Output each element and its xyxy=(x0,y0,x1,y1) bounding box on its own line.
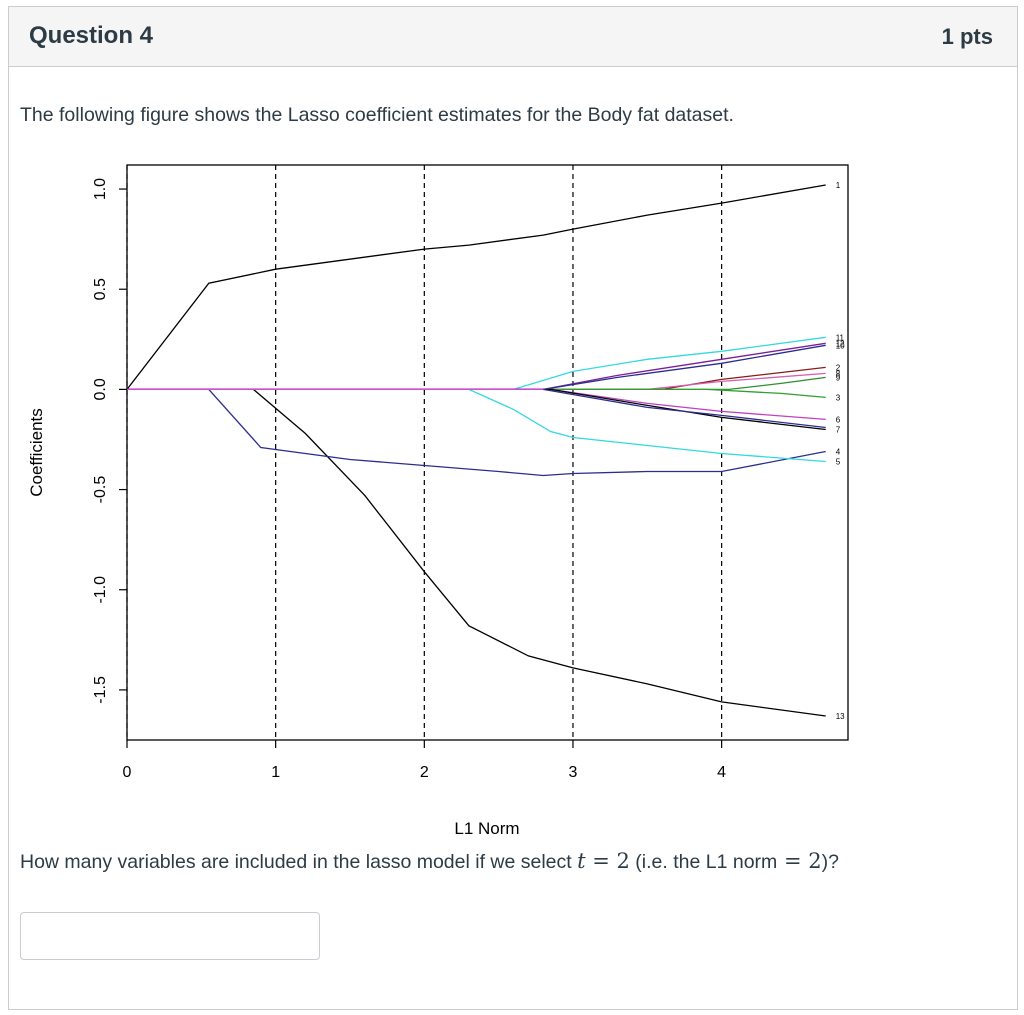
right-label-13: 13 xyxy=(836,712,845,721)
right-label-3: 3 xyxy=(836,393,841,402)
right-label-5: 5 xyxy=(836,458,841,467)
question-title: Question 4 xyxy=(29,22,154,49)
series-line-7 xyxy=(127,388,826,431)
x-tick-label: 3 xyxy=(569,764,578,781)
x-tick-label: 2 xyxy=(420,764,429,781)
y-tick-label: -0.5 xyxy=(92,476,109,504)
plot-frame xyxy=(126,164,849,741)
y-tick-label: -1.0 xyxy=(92,576,109,604)
question-points: 1 pts xyxy=(941,24,993,49)
series-line-2 xyxy=(127,366,826,391)
right-label-6: 6 xyxy=(836,415,841,424)
right-label-10: 10 xyxy=(836,341,845,350)
series-line-5 xyxy=(127,388,826,463)
right-label-4: 4 xyxy=(836,447,841,456)
x-axis-label: L1 Norm xyxy=(454,819,519,838)
question-ask: How many variables are included in the l… xyxy=(20,849,839,874)
y-tick-label: -1.5 xyxy=(92,676,109,704)
series-line-1 xyxy=(126,184,826,390)
right-label-9: 9 xyxy=(836,373,841,382)
y-axis-label: Coefficients xyxy=(27,408,46,497)
ask-text-mid: (i.e. the L1 norm xyxy=(629,851,778,873)
chart-svg: 0 1 2 3 4-1.5-1.0-0.50.00.51.0L1 NormCoeffic… xyxy=(27,164,849,838)
x-tick-label: 0 xyxy=(123,764,132,781)
math-var-t: t xyxy=(577,849,586,873)
question-header: Question 4 1 pts xyxy=(9,7,1017,67)
series-line-8 xyxy=(127,372,826,391)
x-tick-label: 1 xyxy=(271,764,280,781)
answer-input[interactable] xyxy=(20,912,320,960)
y-tick-label: 0.5 xyxy=(92,278,109,300)
series-line-extra-13 xyxy=(127,388,826,429)
right-label-12: 12 xyxy=(836,339,845,348)
right-label-1: 1 xyxy=(836,181,841,190)
math-t-equals: t = 2 xyxy=(577,849,630,873)
math-l1-equals: = 2 xyxy=(777,849,822,873)
question-card: Question 4 1 pts xyxy=(8,6,1018,1010)
math-eq-1: = 2 xyxy=(585,849,630,873)
question-prompt: The following figure shows the Lasso coe… xyxy=(20,104,734,126)
right-label-2: 2 xyxy=(836,363,841,372)
series-line-12 xyxy=(127,342,826,391)
y-tick-label: 0.0 xyxy=(92,378,109,400)
lasso-coefficient-plot: 0 1 2 3 4 -1.5 -1.0 -0.5 0.0 0.5 1.0 L1 Norm Coeffic… xyxy=(20,146,850,846)
x-tick-label: 4 xyxy=(717,764,726,781)
series-line-4 xyxy=(127,388,826,477)
series-line-13 xyxy=(127,388,826,717)
ask-text-after: )? xyxy=(821,851,839,873)
right-label-11: 11 xyxy=(836,333,845,342)
y-tick-label: 1.0 xyxy=(92,178,109,200)
ask-text-before: How many variables are included in the l… xyxy=(20,851,572,873)
right-label-7: 7 xyxy=(836,425,841,434)
right-label-8: 8 xyxy=(836,369,841,378)
